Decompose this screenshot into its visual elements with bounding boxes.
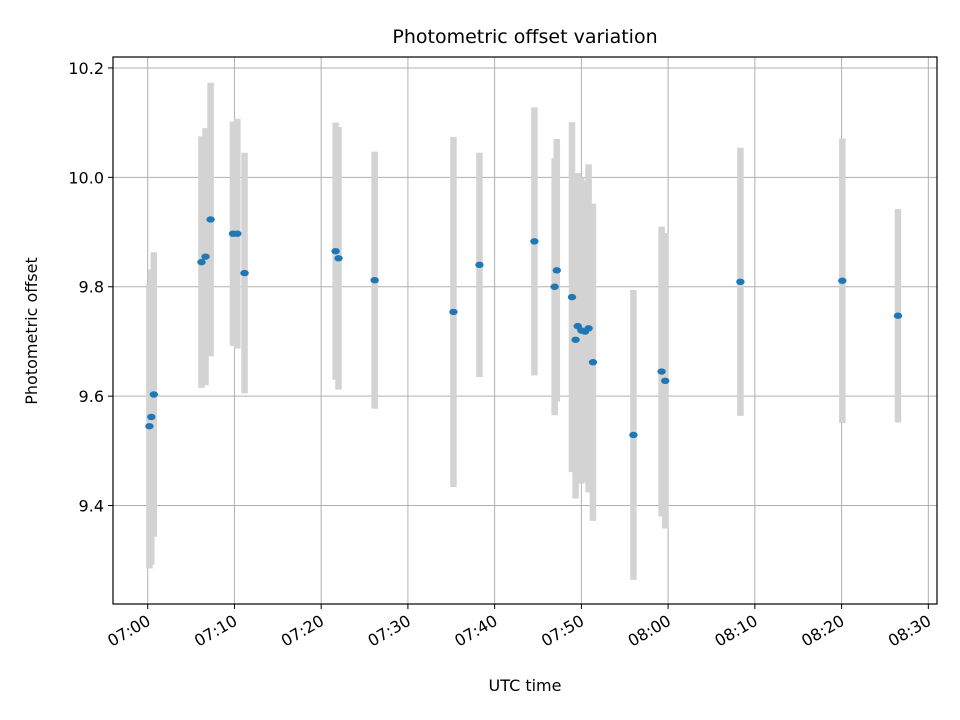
data-point (240, 269, 249, 277)
y-tick-label: 10.2 (68, 59, 104, 78)
data-point (661, 377, 670, 385)
data-point (552, 267, 562, 274)
plot-frame (112, 56, 938, 605)
data-point (206, 216, 215, 223)
data-point (838, 277, 847, 284)
y-tick-label: 9.4 (79, 497, 104, 516)
data-point (370, 276, 379, 284)
data-point (530, 238, 539, 245)
data-point (629, 431, 638, 439)
data-point (893, 312, 903, 319)
data-point (201, 253, 210, 260)
data-point (550, 283, 559, 290)
data-point (233, 230, 242, 237)
chart-title: Photometric offset variation (392, 26, 657, 48)
data-point (147, 413, 156, 421)
y-axis-ticks: 9.4 9.6 9.8 10.0 10.2 (68, 59, 113, 516)
y-tick-label: 9.8 (79, 278, 104, 297)
data-point (334, 255, 343, 262)
y-tick-label: 10.0 (68, 168, 104, 187)
data-point (736, 278, 745, 286)
data-point (584, 325, 593, 332)
data-point (657, 368, 666, 375)
y-tick-label: 9.6 (79, 387, 104, 406)
data-point (449, 308, 458, 316)
data-point (588, 359, 598, 366)
data-point (567, 293, 577, 301)
data-point (197, 258, 206, 266)
data-point (571, 336, 580, 343)
data-points (145, 216, 903, 439)
y-axis-label: Photometric offset (22, 257, 41, 405)
data-point (331, 247, 340, 255)
data-point (145, 423, 154, 430)
data-point (149, 391, 158, 398)
x-axis-label: UTC time (489, 676, 562, 695)
data-point (475, 261, 484, 269)
